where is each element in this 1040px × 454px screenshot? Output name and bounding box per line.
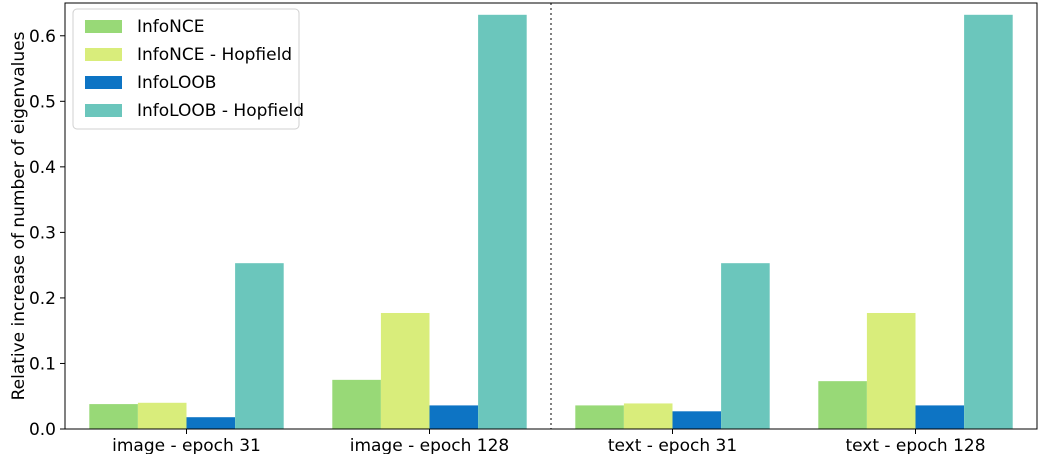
x-tick-label: image - epoch 31	[112, 436, 261, 454]
y-tick-label: 0.6	[29, 27, 56, 47]
bar-series-1-cat-1	[380, 312, 430, 429]
y-tick-label: 0.1	[29, 354, 56, 374]
bar-series-3-cat-1	[478, 14, 527, 429]
bar-series-1-cat-2	[623, 403, 673, 429]
x-tick-label: text - epoch 128	[845, 436, 985, 454]
bar-series-3-cat-3	[964, 14, 1013, 429]
x-tick-label: image - epoch 128	[350, 436, 510, 454]
bar-series-2-cat-0	[186, 417, 236, 429]
bar-series-1-cat-0	[137, 402, 187, 429]
bar-series-0-cat-2	[575, 405, 624, 429]
legend-swatch-2	[85, 76, 122, 89]
y-tick-label: 0.4	[29, 158, 56, 178]
y-tick-label: 0.2	[29, 289, 56, 309]
legend-swatch-3	[85, 104, 122, 117]
bar-series-3-cat-0	[235, 263, 284, 429]
legend: InfoNCE InfoNCE - Hopfield InfoLOOB InfoLOO…	[72, 8, 304, 130]
legend-label-0: InfoNCE	[137, 17, 205, 37]
legend-label-1: InfoNCE - Hopfield	[137, 45, 292, 65]
bar-series-1-cat-3	[866, 312, 916, 429]
y-tick-label: 0.5	[29, 92, 56, 112]
y-tick-label: 0.0	[29, 420, 56, 440]
bar-series-0-cat-3	[818, 381, 867, 429]
legend-label-3: InfoLOOB - Hopfield	[137, 101, 304, 121]
bar-series-2-cat-3	[915, 405, 965, 429]
bar-series-0-cat-0	[89, 404, 138, 429]
x-axis: image - epoch 31 image - epoch 128 text - …	[112, 429, 986, 454]
bars-layer	[89, 14, 1013, 429]
y-axis: 0.0 0.1 0.2 0.3 0.4 0.5 0.6	[29, 27, 65, 440]
legend-swatch-1	[85, 48, 122, 61]
bar-series-0-cat-1	[332, 379, 381, 429]
bar-series-2-cat-1	[429, 405, 479, 429]
legend-box	[72, 8, 300, 130]
legend-label-2: InfoLOOB	[137, 73, 216, 93]
plot-frame	[64, 2, 1038, 430]
legend-swatch-0	[85, 20, 122, 33]
x-tick-label: text - epoch 31	[608, 436, 737, 454]
y-axis-label: Relative increase of number of eigenvalu…	[9, 31, 29, 400]
bar-series-3-cat-2	[721, 263, 770, 429]
bar-series-2-cat-2	[672, 411, 722, 429]
y-tick-label: 0.3	[29, 223, 56, 243]
